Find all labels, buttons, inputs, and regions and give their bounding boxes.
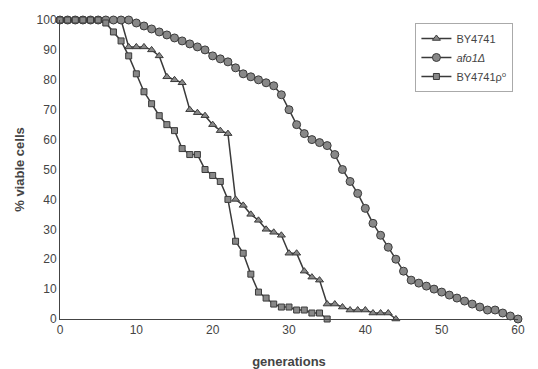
svg-text:80: 80 [43, 73, 57, 87]
svg-text:60: 60 [511, 323, 525, 337]
svg-text:100: 100 [37, 13, 57, 27]
svg-text:BY4741ρ⁰: BY4741ρ⁰ [456, 71, 506, 83]
svg-text:30: 30 [43, 223, 57, 237]
svg-text:BY4741: BY4741 [456, 33, 495, 45]
svg-text:40: 40 [359, 323, 373, 337]
svg-text:generations: generations [252, 354, 326, 369]
svg-text:0: 0 [57, 323, 64, 337]
svg-text:90: 90 [43, 43, 57, 57]
svg-text:0: 0 [50, 312, 57, 326]
svg-text:10: 10 [43, 282, 57, 296]
svg-text:70: 70 [43, 103, 57, 117]
svg-text:60: 60 [43, 133, 57, 147]
svg-text:30: 30 [282, 323, 296, 337]
svg-text:50: 50 [435, 323, 449, 337]
svg-text:40: 40 [43, 193, 57, 207]
svg-text:20: 20 [43, 252, 57, 266]
svg-text:afo1Δ: afo1Δ [456, 52, 485, 64]
svg-text:50: 50 [43, 163, 57, 177]
svg-text:% viable cells: % viable cells [12, 127, 27, 212]
svg-text:10: 10 [130, 323, 144, 337]
svg-text:20: 20 [206, 323, 220, 337]
